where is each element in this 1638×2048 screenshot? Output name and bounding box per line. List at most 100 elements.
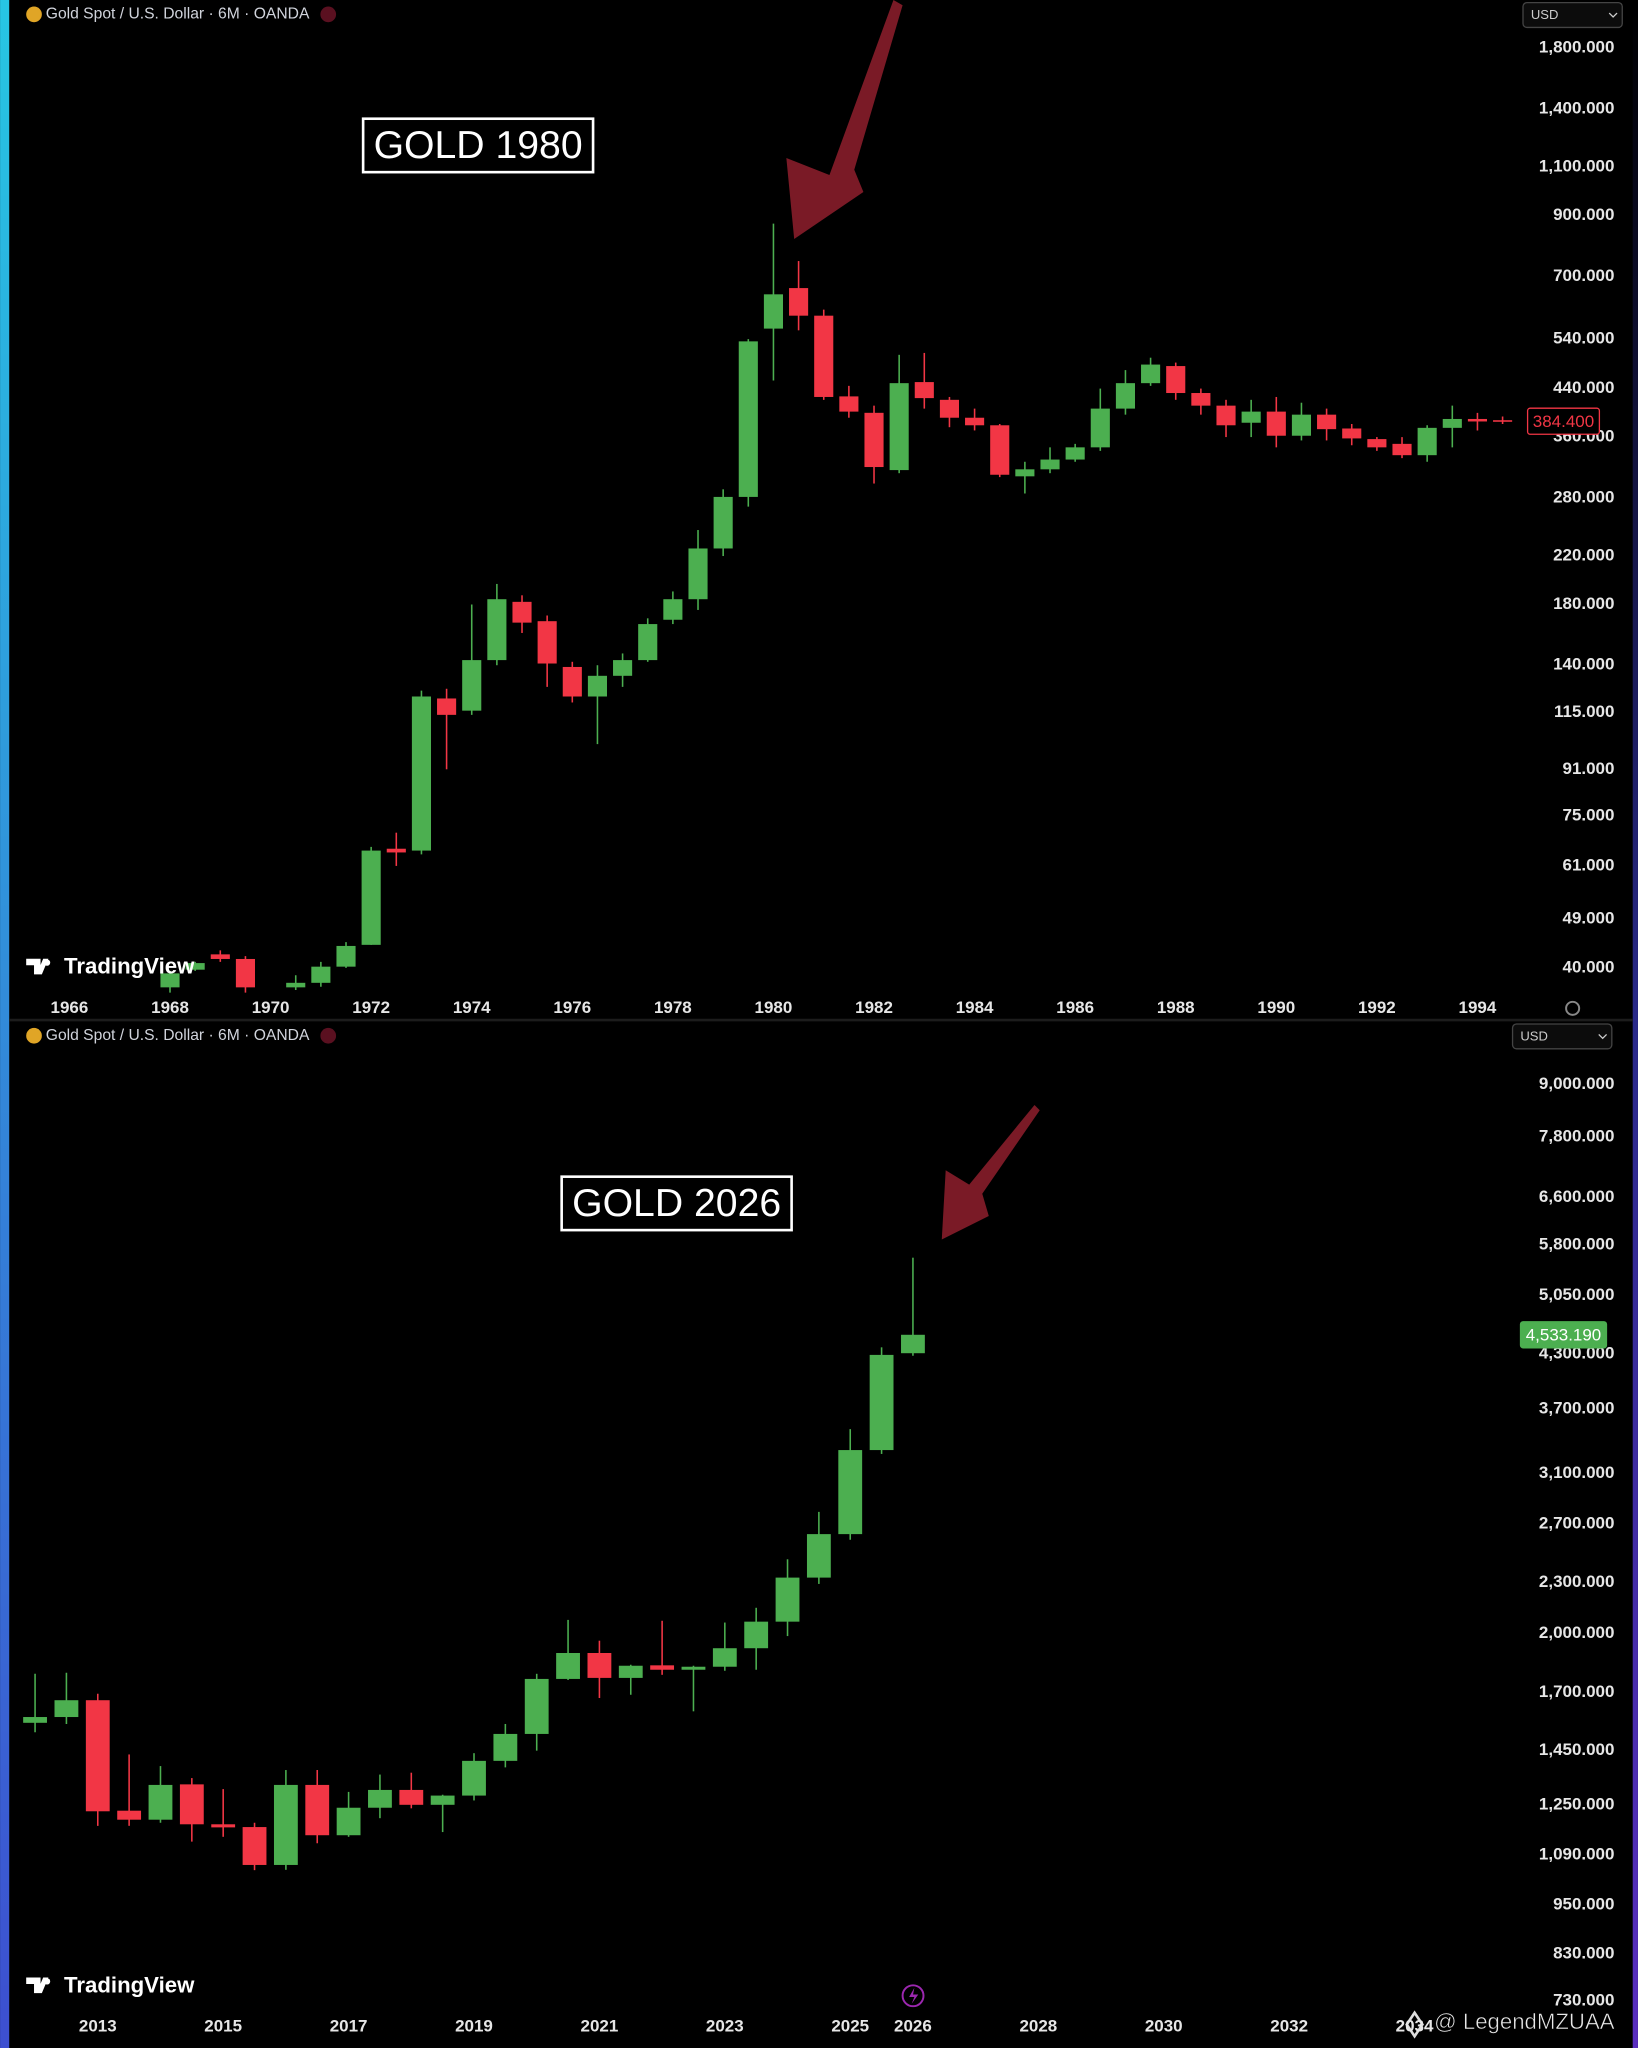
x-tick-label: 1968: [151, 998, 189, 1017]
candle-body: [638, 624, 658, 661]
x-tick-label: 2017: [330, 2017, 368, 2036]
y-tick-label: 49.000: [1563, 908, 1615, 927]
y-tick-label: 61.000: [1563, 855, 1615, 874]
candle-body: [185, 963, 205, 970]
x-tick-label: 2025: [831, 2017, 869, 2036]
x-tick-label: 1970: [252, 998, 290, 1017]
candle-body: [688, 548, 708, 600]
x-tick-label: 2023: [706, 2017, 744, 2036]
lightning-icon-ring[interactable]: [901, 1984, 925, 2008]
x-tick-label: 1974: [453, 998, 491, 1017]
y-tick-label: 1,800.000: [1539, 38, 1615, 57]
candle-body: [1191, 393, 1211, 406]
candle-body: [990, 425, 1010, 475]
currency-label[interactable]: USD: [1531, 7, 1559, 22]
arrow: [786, 0, 903, 240]
candle-body: [814, 315, 834, 397]
currency-dropdown[interactable]: [1522, 1, 1623, 29]
candle-body: [512, 601, 532, 623]
y-tick-label: 2,000.000: [1539, 1623, 1615, 1642]
chart-title: Gold Spot / U.S. Dollar · 6M · OANDA: [46, 6, 310, 23]
x-tick-label: 1982: [855, 998, 893, 1017]
logo-mark: [26, 1977, 49, 1994]
y-tick-label: 3,100.000: [1539, 1463, 1615, 1482]
candle-body: [1040, 459, 1060, 470]
y-tick-label: 700.000: [1553, 266, 1614, 285]
candle-body: [1065, 447, 1085, 460]
candle-body: [738, 341, 758, 497]
candle-body: [562, 666, 582, 697]
chart: Gold Spot / U.S. Dollar · 6M · OANDA USD 7…: [23, 1023, 1615, 2036]
candle-body: [1442, 418, 1462, 428]
candle-body: [437, 698, 457, 715]
lightning-icon-bolt[interactable]: [909, 1987, 919, 2004]
y-tick-label: 2,300.000: [1539, 1572, 1615, 1591]
currency-dropdown[interactable]: [1511, 1023, 1613, 1050]
right-edge: [1632, 0, 1638, 2048]
dropdown-caret[interactable]: [1608, 12, 1618, 18]
x-tick-label: 1980: [755, 998, 793, 1017]
dropdown-caret[interactable]: [1598, 1033, 1608, 1040]
lightning-icon[interactable]: [901, 1984, 925, 2008]
currency-label[interactable]: USD: [1520, 1029, 1548, 1044]
y-tick-label: 830.000: [1553, 1944, 1614, 1963]
candle-body: [914, 382, 934, 399]
candle-body: [864, 412, 884, 468]
candle-body: [1115, 383, 1136, 409]
logo-mark: [26, 958, 49, 975]
settings-icon[interactable]: [1565, 1000, 1581, 1016]
candle-body: [336, 1807, 361, 1836]
x-tick-label: 1978: [654, 998, 692, 1017]
candle-body: [211, 1824, 236, 1828]
candle-body: [838, 1450, 863, 1535]
candle-body: [1317, 414, 1337, 430]
watermark: @ LegendMZUAA: [1434, 2009, 1615, 2034]
settings-icon-ring[interactable]: [1565, 1000, 1581, 1016]
candle-body: [493, 1733, 518, 1761]
candle-body: [713, 496, 733, 549]
candle-body: [939, 399, 960, 418]
candle-body: [613, 660, 633, 676]
x-tick-label: 1976: [553, 998, 591, 1017]
candle-body: [806, 1534, 831, 1578]
logo-dot: [43, 959, 51, 966]
candle-body: [361, 850, 381, 945]
candle-body: [399, 1789, 424, 1805]
y-tick-label: 440.000: [1553, 378, 1614, 397]
candle-body: [1467, 418, 1488, 422]
candle-body: [1493, 420, 1513, 422]
chart-title: Gold Spot / U.S. Dollar · 6M · OANDA: [46, 1027, 310, 1044]
arrow: [941, 1104, 1040, 1240]
x-tick-label: 1994: [1459, 998, 1497, 1017]
logo-text: TradingView: [64, 1972, 195, 1997]
candle-body: [179, 1784, 204, 1825]
y-tick-label: 140.000: [1553, 655, 1614, 674]
candle-body: [744, 1621, 769, 1649]
candle-body: [336, 945, 356, 967]
candle-body: [663, 599, 683, 620]
x-tick-label: 2019: [455, 2017, 493, 2036]
candle-body: [273, 1784, 298, 1865]
y-tick-label: 1,450.000: [1539, 1740, 1615, 1759]
y-tick-label: 9,000.000: [1539, 1074, 1615, 1093]
annotation: GOLD 2026: [572, 1182, 781, 1225]
candle-body: [763, 294, 784, 329]
y-tick-label: 950.000: [1553, 1894, 1614, 1913]
watermark-icon: [1405, 2010, 1424, 2039]
candle-body: [386, 848, 406, 853]
candle-body: [965, 417, 985, 426]
annotation-box: [361, 117, 595, 174]
annotation-box: [560, 1175, 793, 1232]
candle-body: [1015, 469, 1035, 477]
candle-body: [1090, 408, 1110, 448]
x-tick-label: 2034: [1396, 2017, 1434, 2036]
candle-body: [1291, 414, 1312, 436]
y-tick-label: 3,700.000: [1539, 1398, 1615, 1417]
x-tick-label: 1992: [1358, 998, 1396, 1017]
candle-body: [1216, 405, 1236, 426]
candle-body: [286, 982, 306, 988]
candle-body: [775, 1577, 800, 1622]
candle-body: [1241, 411, 1261, 423]
candle-body: [462, 660, 482, 711]
candle-body: [901, 1334, 925, 1354]
